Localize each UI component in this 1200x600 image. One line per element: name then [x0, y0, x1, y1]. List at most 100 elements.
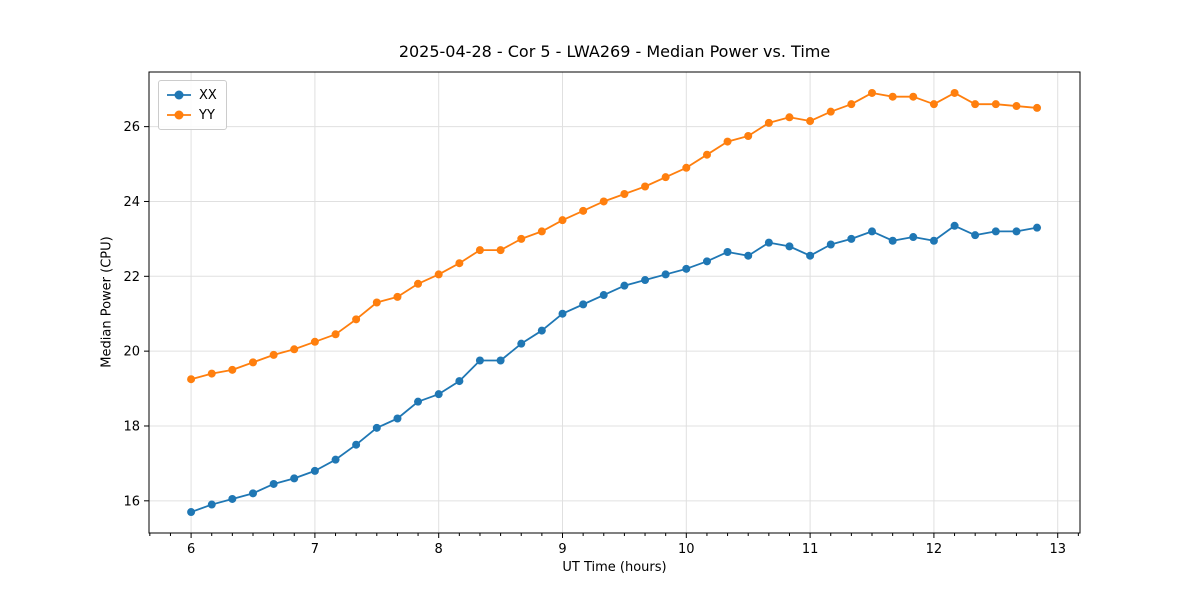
legend-item-yy: YY	[166, 105, 217, 125]
data-point	[599, 291, 608, 300]
data-point	[620, 189, 629, 198]
data-point	[723, 137, 732, 146]
data-point	[1012, 227, 1021, 236]
data-point	[331, 330, 340, 339]
data-point	[929, 100, 938, 109]
legend-label-xx: XX	[199, 87, 217, 103]
data-point	[372, 298, 381, 307]
data-point	[393, 414, 402, 423]
data-point	[558, 309, 567, 318]
data-point	[826, 240, 835, 249]
svg-text:12: 12	[926, 542, 943, 557]
data-point	[661, 173, 670, 182]
legend-label-yy: YY	[199, 107, 215, 123]
data-point	[187, 508, 196, 517]
svg-text:18: 18	[123, 419, 140, 434]
data-point	[723, 247, 732, 256]
data-point	[579, 300, 588, 309]
data-point	[764, 118, 773, 127]
data-point	[971, 100, 980, 109]
svg-text:26: 26	[123, 120, 140, 135]
data-point	[331, 455, 340, 464]
data-point	[806, 251, 815, 260]
data-point	[310, 466, 319, 475]
svg-text:9: 9	[558, 542, 566, 557]
data-point	[352, 315, 361, 324]
data-point	[1033, 223, 1042, 232]
y-tick-labels: 16 18 20 22 24 26	[123, 120, 140, 509]
data-point	[599, 197, 608, 206]
data-point	[414, 397, 423, 406]
data-point	[868, 227, 877, 236]
data-point	[847, 100, 856, 109]
data-point	[558, 216, 567, 225]
data-point	[207, 369, 216, 378]
data-point	[641, 276, 650, 285]
data-point	[991, 100, 1000, 109]
data-point	[290, 474, 299, 483]
chart-title: 2025-04-28 - Cor 5 - LWA269 - Median Pow…	[398, 42, 831, 61]
data-point	[888, 92, 897, 101]
svg-text:7: 7	[311, 542, 319, 557]
data-point	[929, 236, 938, 245]
data-point	[909, 233, 918, 242]
svg-text:24: 24	[123, 195, 140, 210]
data-point	[785, 113, 794, 122]
svg-text:13: 13	[1049, 542, 1066, 557]
data-point	[290, 345, 299, 354]
data-point	[868, 88, 877, 97]
data-point	[744, 131, 753, 140]
data-point	[991, 227, 1000, 236]
svg-text:16: 16	[123, 494, 140, 509]
data-point	[950, 88, 959, 97]
data-point	[434, 270, 443, 279]
legend-sample-yy-icon	[166, 108, 192, 122]
data-point	[455, 377, 464, 386]
data-point	[806, 117, 815, 126]
x-axis-label: UT Time (hours)	[562, 560, 667, 575]
data-point	[228, 494, 237, 503]
legend-sample-xx-icon	[166, 88, 192, 102]
data-point	[909, 92, 918, 101]
data-point	[1012, 102, 1021, 111]
data-point	[517, 339, 526, 348]
data-point	[475, 246, 484, 255]
data-point	[641, 182, 650, 191]
svg-text:20: 20	[123, 345, 140, 360]
data-point	[682, 163, 691, 172]
data-point	[950, 221, 959, 230]
data-point	[187, 375, 196, 384]
data-point	[207, 500, 216, 509]
plot-border	[148, 71, 1081, 534]
data-point	[310, 337, 319, 346]
data-point	[414, 279, 423, 288]
data-point	[971, 231, 980, 240]
svg-text:22: 22	[123, 270, 140, 285]
series-yy	[187, 88, 1042, 384]
data-point	[496, 356, 505, 365]
data-point	[372, 423, 381, 432]
data-point	[455, 259, 464, 268]
svg-text:10: 10	[678, 542, 695, 557]
legend-marker-xx-icon	[174, 90, 184, 100]
data-point	[661, 270, 670, 279]
data-point	[496, 246, 505, 255]
data-point	[393, 292, 402, 301]
y-axis-label: Median Power (CPU)	[99, 236, 115, 368]
legend: XX YY	[158, 80, 227, 130]
gridlines	[149, 72, 1080, 533]
data-point	[826, 107, 835, 116]
data-point	[579, 206, 588, 215]
data-point	[785, 242, 794, 251]
legend-item-xx: XX	[166, 85, 217, 105]
data-point	[1033, 103, 1042, 112]
data-point	[764, 238, 773, 247]
data-point	[744, 251, 753, 260]
data-point	[352, 440, 361, 449]
data-point	[682, 264, 691, 273]
x-tick-labels: 6 7 8 9 10 11 12 13	[187, 542, 1066, 557]
data-point	[537, 227, 546, 236]
data-point	[248, 358, 257, 367]
data-point	[269, 350, 278, 359]
